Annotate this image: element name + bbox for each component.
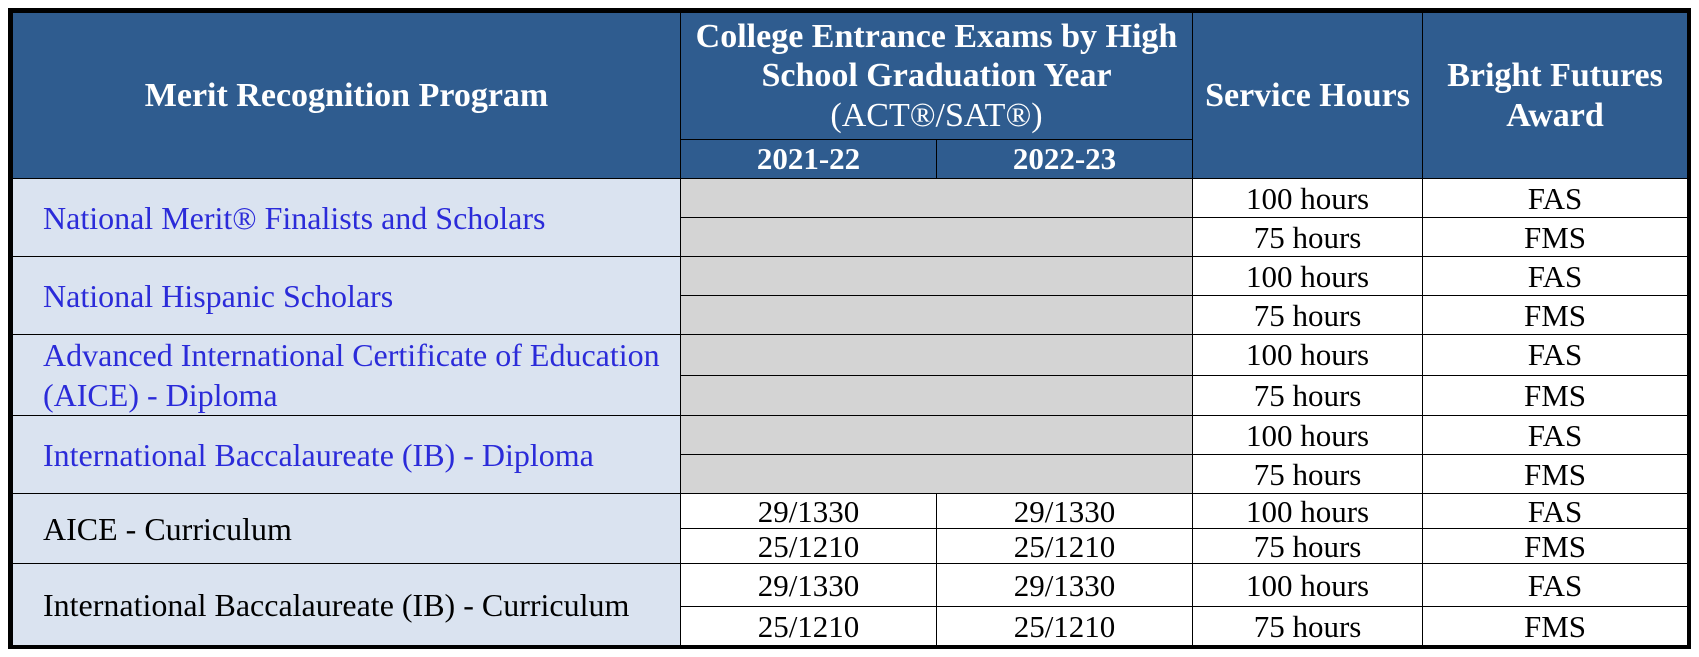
program-name[interactable]: National Hispanic Scholars bbox=[12, 256, 681, 335]
award-cell: FMS bbox=[1422, 374, 1689, 416]
score-2022-23: 29/1330 bbox=[935, 493, 1194, 529]
program-name: AICE - Curriculum bbox=[12, 493, 681, 564]
award-cell: FAS bbox=[1422, 493, 1689, 529]
header-exams-title: College Entrance Exams by High School Gr… bbox=[695, 18, 1178, 95]
header-exams-subtitle: (ACT®/SAT®) bbox=[830, 96, 1043, 134]
service-hours-cell: 100 hours bbox=[1192, 256, 1424, 296]
header-exams: College Entrance Exams by High School Gr… bbox=[679, 12, 1194, 140]
award-cell: FAS bbox=[1422, 334, 1689, 376]
score-2021-22: 29/1330 bbox=[680, 563, 937, 607]
score-not-applicable bbox=[679, 295, 1194, 335]
table-row: National Merit® Finalists and Scholars 1… bbox=[12, 178, 1689, 257]
score-2022-23: 25/1210 bbox=[935, 528, 1194, 564]
table-row: 25/1210 25/1210 75 hours FMS bbox=[13, 528, 1689, 564]
service-hours-cell: 100 hours bbox=[1192, 563, 1424, 607]
award-cell: FMS bbox=[1422, 606, 1689, 646]
award-cell: FAS bbox=[1422, 178, 1689, 218]
service-hours-cell: 100 hours bbox=[1192, 415, 1424, 455]
header-service-hours: Service Hours bbox=[1192, 12, 1424, 179]
score-2021-22: 29/1330 bbox=[680, 493, 937, 529]
score-not-applicable bbox=[679, 334, 1194, 376]
header-year-2022-23: 2022-23 bbox=[935, 139, 1194, 179]
score-not-applicable bbox=[679, 256, 1194, 296]
table-row: National Hispanic Scholars 100 hours FAS bbox=[12, 256, 1689, 335]
service-hours-cell: 75 hours bbox=[1192, 374, 1424, 416]
score-not-applicable bbox=[679, 178, 1194, 218]
table-row: AICE - Curriculum 29/1330 29/1330 100 ho… bbox=[12, 493, 1689, 564]
award-cell: FAS bbox=[1422, 415, 1689, 455]
award-cell: FMS bbox=[1422, 454, 1689, 494]
table-row: International Baccalaureate (IB) - Diplo… bbox=[12, 415, 1689, 494]
award-cell: FAS bbox=[1422, 256, 1689, 296]
score-2021-22: 25/1210 bbox=[680, 606, 937, 646]
score-not-applicable bbox=[679, 415, 1194, 455]
header-program: Merit Recognition Program bbox=[12, 12, 681, 179]
table-row: 75 hours FMS bbox=[13, 454, 1689, 494]
table-row: International Baccalaureate (IB) - Curri… bbox=[12, 563, 1689, 646]
award-cell: FMS bbox=[1422, 295, 1689, 335]
award-cell: FMS bbox=[1422, 217, 1689, 257]
header-award: Bright Futures Award bbox=[1422, 12, 1689, 179]
program-name[interactable]: International Baccalaureate (IB) - Diplo… bbox=[12, 415, 681, 494]
program-name[interactable]: Advanced International Certificate of Ed… bbox=[12, 334, 681, 416]
award-cell: FMS bbox=[1422, 528, 1689, 564]
service-hours-cell: 75 hours bbox=[1192, 295, 1424, 335]
score-not-applicable bbox=[679, 217, 1194, 257]
header-year-2021-22: 2021-22 bbox=[680, 139, 937, 179]
service-hours-cell: 100 hours bbox=[1192, 334, 1424, 376]
score-2022-23: 25/1210 bbox=[935, 606, 1194, 646]
score-2021-22: 25/1210 bbox=[680, 528, 937, 564]
table-row: 25/1210 25/1210 75 hours FMS bbox=[13, 606, 1689, 646]
program-name: International Baccalaureate (IB) - Curri… bbox=[12, 563, 681, 646]
score-2022-23: 29/1330 bbox=[935, 563, 1194, 607]
service-hours-cell: 100 hours bbox=[1192, 178, 1424, 218]
service-hours-cell: 75 hours bbox=[1192, 606, 1424, 646]
merit-table-frame: Merit Recognition Program College Entran… bbox=[8, 8, 1691, 649]
service-hours-cell: 75 hours bbox=[1192, 454, 1424, 494]
service-hours-cell: 100 hours bbox=[1192, 493, 1424, 529]
merit-recognition-table: Merit Recognition Program College Entran… bbox=[12, 12, 1689, 646]
score-not-applicable bbox=[679, 374, 1194, 416]
service-hours-cell: 75 hours bbox=[1192, 217, 1424, 257]
table-row: 75 hours FMS bbox=[13, 374, 1689, 416]
award-cell: FAS bbox=[1422, 563, 1689, 607]
score-not-applicable bbox=[679, 454, 1194, 494]
table-row: 75 hours FMS bbox=[13, 295, 1689, 335]
service-hours-cell: 75 hours bbox=[1192, 528, 1424, 564]
program-name[interactable]: National Merit® Finalists and Scholars bbox=[12, 178, 681, 257]
table-row: Advanced International Certificate of Ed… bbox=[12, 334, 1689, 416]
